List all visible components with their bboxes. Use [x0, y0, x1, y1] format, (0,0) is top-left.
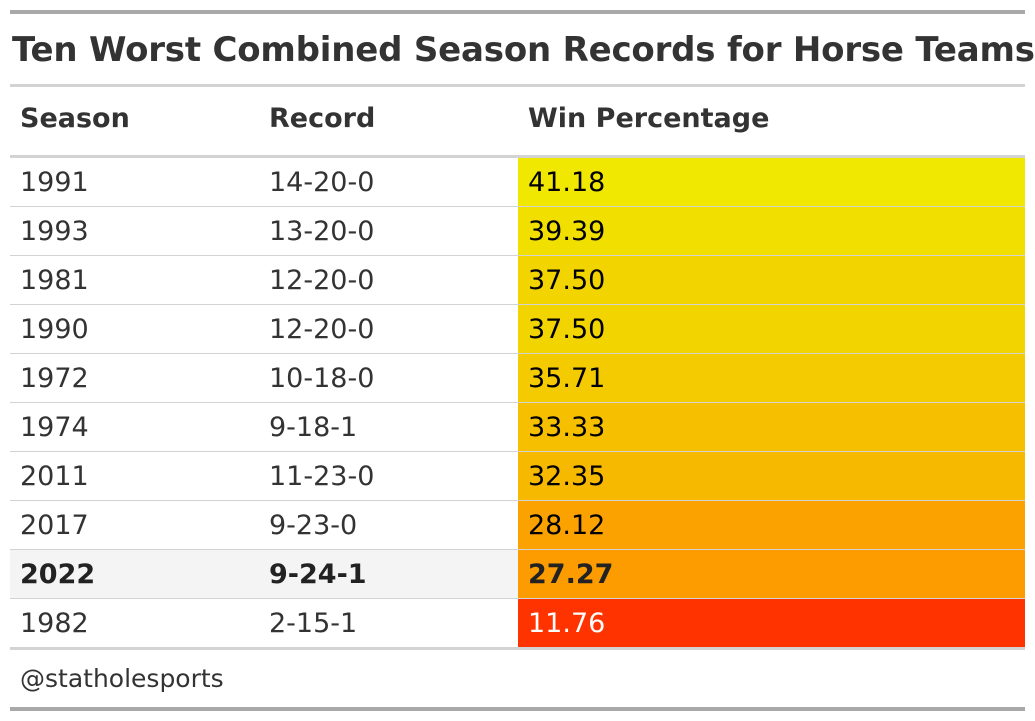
table-row: 1993 13-20-0 39.39	[10, 207, 1025, 256]
table-row: 1974 9-18-1 33.33	[10, 403, 1025, 452]
win-percentage-cell: 27.27	[518, 550, 1025, 598]
record-cell: 2-15-1	[269, 608, 358, 639]
chart-title: Ten Worst Combined Season Records for Ho…	[12, 30, 1035, 70]
win-percentage-cell: 28.12	[518, 501, 1025, 549]
bottom-rule	[10, 707, 1025, 711]
table-body: 1991 14-20-0 41.18 1993 13-20-0 39.39 1981 12-2…	[10, 158, 1025, 648]
header-rule	[10, 155, 1025, 158]
win-percentage-cell: 32.35	[518, 452, 1025, 500]
record-cell: 11-23-0	[269, 461, 375, 492]
season-cell: 2022	[20, 559, 96, 590]
table-row: 1972 10-18-0 35.71	[10, 354, 1025, 403]
season-cell: 1991	[20, 167, 89, 198]
record-cell: 10-18-0	[269, 363, 375, 394]
header-record: Record	[269, 103, 376, 134]
source-note: @statholesports	[20, 664, 224, 693]
table-row: 2022 9-24-1 27.27	[10, 550, 1025, 599]
season-cell: 1972	[20, 363, 89, 394]
win-percentage-cell: 11.76	[518, 599, 1025, 647]
table-row: 1991 14-20-0 41.18	[10, 158, 1025, 207]
win-percentage-cell: 37.50	[518, 305, 1025, 353]
record-cell: 13-20-0	[269, 216, 375, 247]
season-cell: 1990	[20, 314, 89, 345]
table-row: 1981 12-20-0 37.50	[10, 256, 1025, 305]
record-cell: 9-24-1	[269, 559, 367, 590]
record-cell: 9-23-0	[269, 510, 358, 541]
season-cell: 1981	[20, 265, 89, 296]
header-season: Season	[20, 103, 130, 134]
record-cell: 12-20-0	[269, 265, 375, 296]
table-bottom-rule	[10, 647, 1025, 650]
win-percentage-cell: 37.50	[518, 256, 1025, 304]
record-cell: 14-20-0	[269, 167, 375, 198]
top-rule	[10, 10, 1025, 14]
table-row: 2017 9-23-0 28.12	[10, 501, 1025, 550]
season-cell: 2017	[20, 510, 89, 541]
win-percentage-cell: 41.18	[518, 158, 1025, 206]
win-percentage-cell: 33.33	[518, 403, 1025, 451]
table-row: 2011 11-23-0 32.35	[10, 452, 1025, 501]
title-rule	[10, 84, 1025, 87]
season-cell: 1993	[20, 216, 89, 247]
season-cell: 2011	[20, 461, 89, 492]
table-row: 1990 12-20-0 37.50	[10, 305, 1025, 354]
win-percentage-cell: 35.71	[518, 354, 1025, 402]
season-cell: 1982	[20, 608, 89, 639]
record-cell: 12-20-0	[269, 314, 375, 345]
win-percentage-cell: 39.39	[518, 207, 1025, 255]
season-cell: 1974	[20, 412, 89, 443]
record-cell: 9-18-1	[269, 412, 358, 443]
table-row: 1982 2-15-1 11.76	[10, 599, 1025, 648]
header-win-percentage: Win Percentage	[528, 103, 770, 134]
